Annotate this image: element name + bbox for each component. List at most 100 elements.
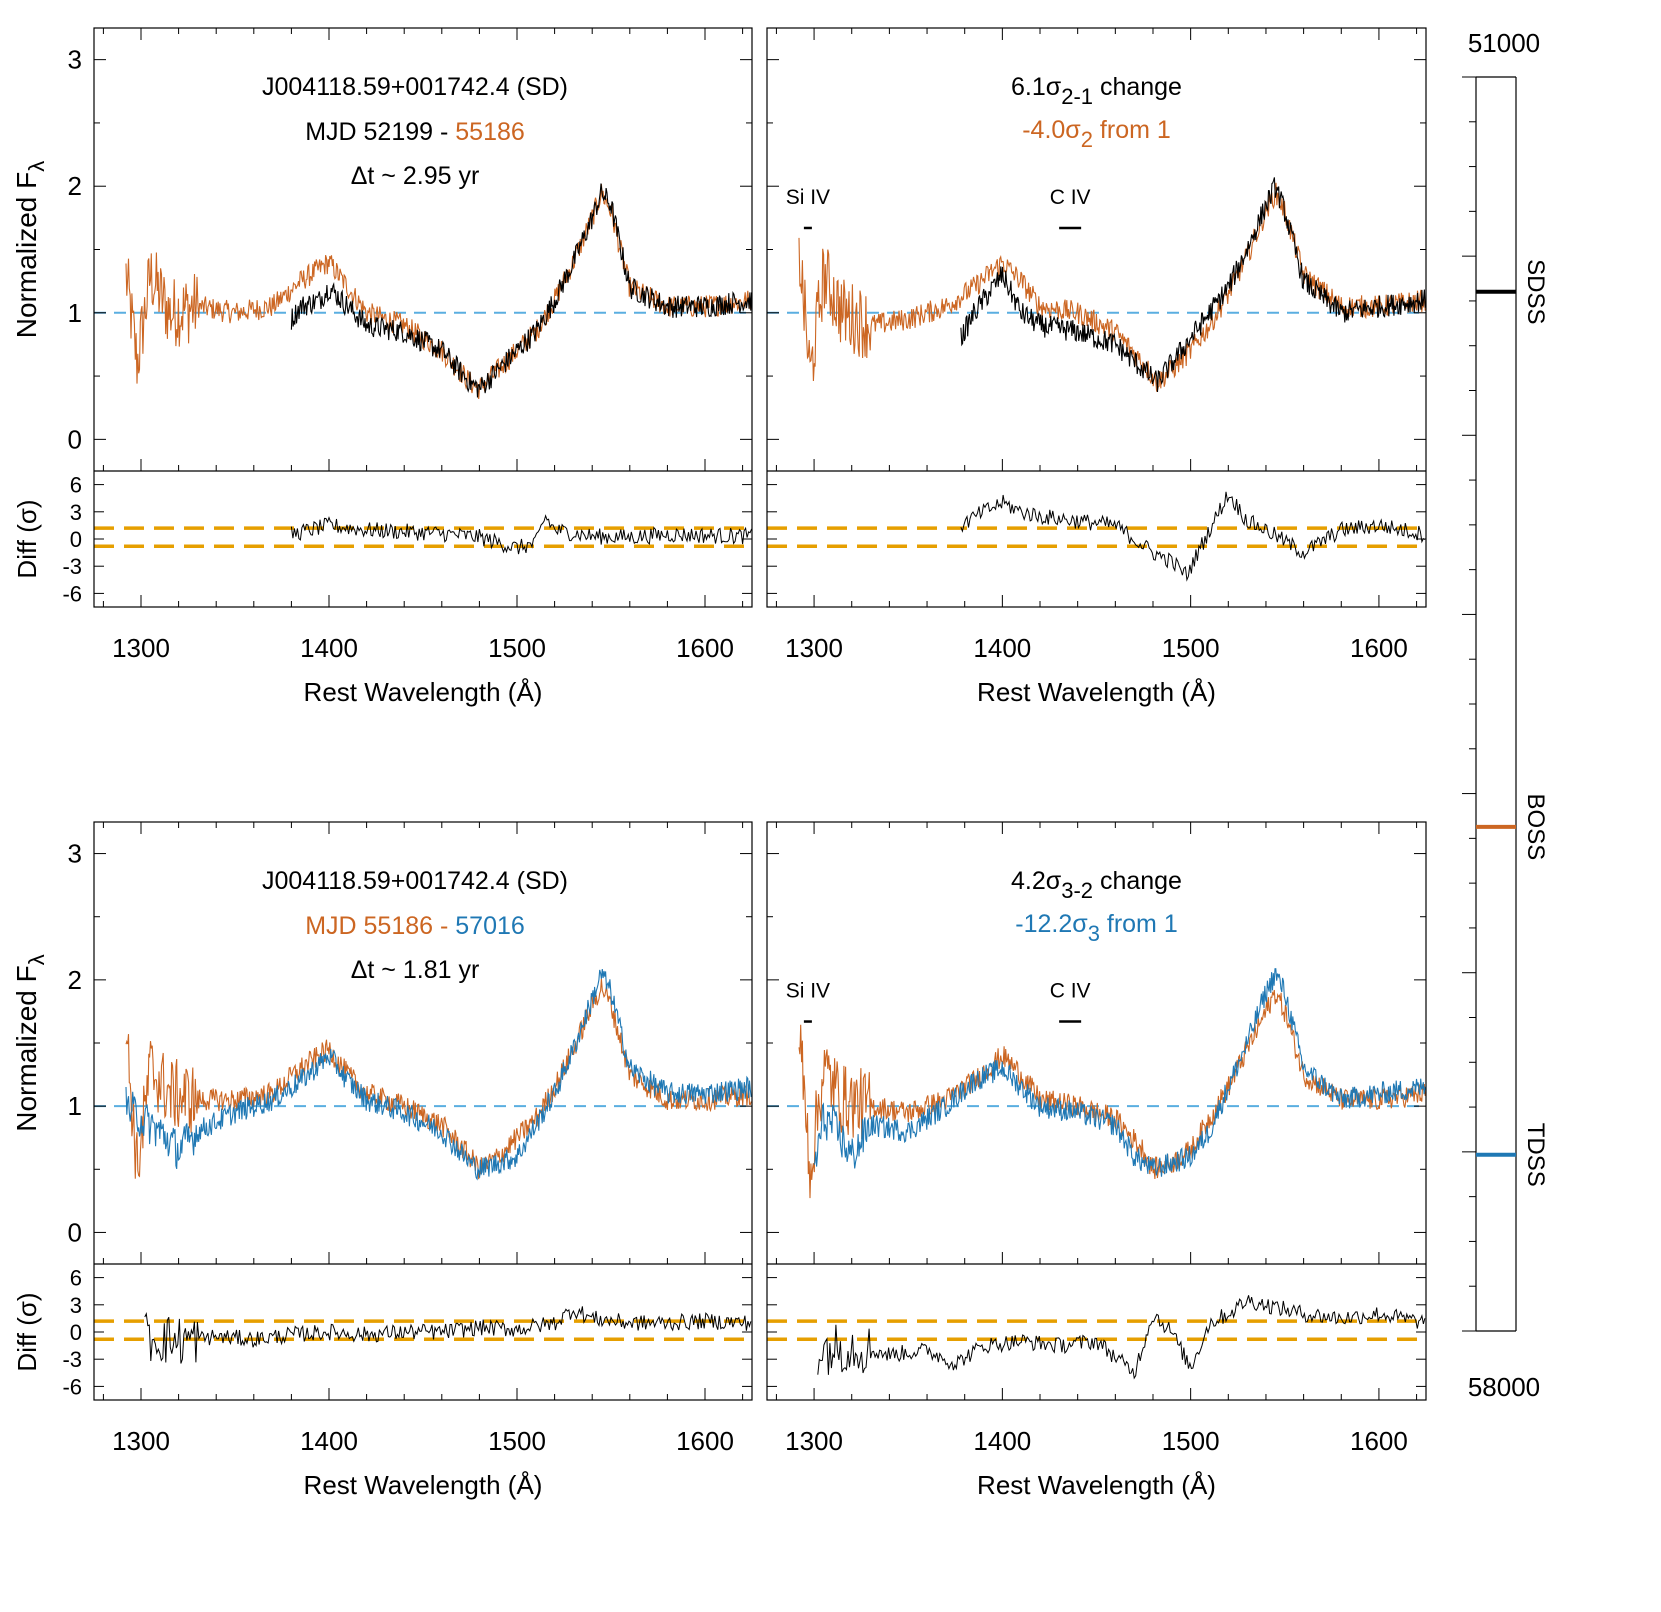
spectrum-line-1 <box>798 182 1426 393</box>
y-tick-label: 2 <box>68 171 82 201</box>
x-tick-label: 1400 <box>300 633 358 663</box>
y-axis-label: Normalized Fλ <box>11 161 49 338</box>
x-tick-label: 1600 <box>1350 633 1408 663</box>
spectrum-line-2 <box>960 177 1426 393</box>
emission-line-label: C IV <box>1050 186 1091 209</box>
diff-y-tick-label: -6 <box>62 581 82 606</box>
x-tick-label: 1500 <box>1162 1426 1220 1456</box>
mjd-label: MJD 52199 - 55186 <box>305 118 525 146</box>
panel-frame <box>766 27 1427 608</box>
y-tick-label: 3 <box>68 45 82 75</box>
spectrum-line-2 <box>125 969 752 1181</box>
y-tick-label: 2 <box>68 965 82 995</box>
diff-line <box>290 514 753 555</box>
panel-1: 1300 1400 1500 1600 Rest Wavelength (Å) 0 1 2 3 -… <box>11 27 753 707</box>
diff-y-tick-label: -3 <box>62 554 82 579</box>
panel-title: J004118.59+001742.4 (SD) <box>262 867 568 895</box>
timeline-marker-label: TDSS <box>1522 1123 1549 1187</box>
x-tick-label: 1400 <box>973 633 1031 663</box>
diff-line <box>817 1295 1426 1380</box>
change-value: 6.1σ <box>1011 73 1062 101</box>
from-suffix: from 1 <box>1093 116 1171 144</box>
change-subscript: 3-2 <box>1061 878 1093 903</box>
spectrum-line-2 <box>290 183 753 398</box>
from-label: -12.2σ3 from 1 <box>1015 910 1177 946</box>
diff-line <box>144 1306 752 1364</box>
x-tick-label: 1500 <box>1162 633 1220 663</box>
y-axis-label: Normalized Fλ <box>11 954 49 1131</box>
change-label: 6.1σ2-1 change <box>1011 73 1182 109</box>
panel-3: 1300 1400 1500 1600 Rest Wavelength (Å) 0 1 2 3 -… <box>11 821 753 1500</box>
x-tick-label: 1300 <box>112 1426 170 1456</box>
y-tick-label: 1 <box>68 1091 82 1121</box>
x-axis-label: Rest Wavelength (Å) <box>304 677 543 707</box>
diff-y-tick-label: 3 <box>70 1293 82 1318</box>
change-suffix: change <box>1093 867 1182 895</box>
y-tick-label: 0 <box>68 424 82 454</box>
emission-line-label: C IV <box>1050 980 1091 1003</box>
diff-y-tick-label: -3 <box>62 1347 82 1372</box>
x-tick-label: 1500 <box>488 633 546 663</box>
mjd-end: 57016 <box>455 912 525 940</box>
change-subscript: 2-1 <box>1061 84 1093 109</box>
x-tick-label: 1600 <box>1350 1426 1408 1456</box>
timeline-top-label: 51000 <box>1468 28 1540 58</box>
panel-frame <box>93 821 753 1401</box>
diff-y-tick-label: 0 <box>70 1320 82 1345</box>
diff-y-tick-label: 3 <box>70 500 82 525</box>
x-tick-label: 1500 <box>488 1426 546 1456</box>
x-tick-label: 1600 <box>676 633 734 663</box>
x-tick-label: 1600 <box>676 1426 734 1456</box>
change-value: 4.2σ <box>1011 867 1062 895</box>
panel-title: J004118.59+001742.4 (SD) <box>262 73 568 101</box>
change-label: 4.2σ3-2 change <box>1011 867 1182 903</box>
x-axis-label: Rest Wavelength (Å) <box>304 1470 543 1500</box>
diff-y-tick-label: 0 <box>70 527 82 552</box>
panel-frame <box>766 821 1427 1401</box>
from-value: -12.2σ <box>1015 910 1088 938</box>
diff-y-axis-label: Diff (σ) <box>12 499 42 578</box>
x-tick-label: 1300 <box>785 1426 843 1456</box>
spectrum-line-2 <box>813 968 1427 1177</box>
x-tick-label: 1300 <box>785 633 843 663</box>
x-axis-label: Rest Wavelength (Å) <box>977 677 1216 707</box>
mjd-end: 55186 <box>455 118 525 146</box>
from-suffix: from 1 <box>1100 910 1178 938</box>
y-tick-label: 0 <box>68 1217 82 1247</box>
spectrum-line-1 <box>125 183 752 400</box>
panel-frame <box>93 27 753 608</box>
y-tick-label: 3 <box>68 839 82 869</box>
mjd-start: MJD 52199 - <box>305 118 455 146</box>
spectrum-line-1 <box>798 989 1426 1199</box>
emission-line-label: Si IV <box>786 980 830 1003</box>
timeline: 51000 58000 SDSS BOSS TDSS <box>1462 28 1549 1402</box>
from-label: -4.0σ2 from 1 <box>1022 116 1171 152</box>
from-subscript: 2 <box>1081 127 1093 152</box>
diff-y-tick-label: -6 <box>62 1374 82 1399</box>
from-subscript: 3 <box>1088 921 1100 946</box>
diff-y-axis-label: Diff (σ) <box>12 1292 42 1371</box>
x-tick-label: 1400 <box>973 1426 1031 1456</box>
y-axis-label-sub: λ <box>24 161 49 172</box>
x-axis-label: Rest Wavelength (Å) <box>977 1470 1216 1500</box>
diff-line <box>960 491 1426 582</box>
emission-line-label: Si IV <box>786 186 830 209</box>
mjd-label: MJD 55186 - 57016 <box>305 912 525 940</box>
spectrum-line-1 <box>125 978 752 1180</box>
y-tick-label: 1 <box>68 298 82 328</box>
x-tick-label: 1400 <box>300 1426 358 1456</box>
diff-y-tick-label: 6 <box>70 1266 82 1291</box>
y-axis-label-sub: λ <box>24 954 49 965</box>
x-tick-label: 1300 <box>112 633 170 663</box>
delta-t-label: Δt ~ 2.95 yr <box>351 162 480 190</box>
timeline-marker-label: BOSS <box>1522 794 1549 861</box>
timeline-marker-label: SDSS <box>1522 259 1549 324</box>
delta-t-label: Δt ~ 1.81 yr <box>351 956 480 984</box>
timeline-bottom-label: 58000 <box>1468 1372 1540 1402</box>
change-suffix: change <box>1093 73 1182 101</box>
from-value: -4.0σ <box>1022 116 1081 144</box>
mjd-start: MJD 55186 - <box>305 912 455 940</box>
